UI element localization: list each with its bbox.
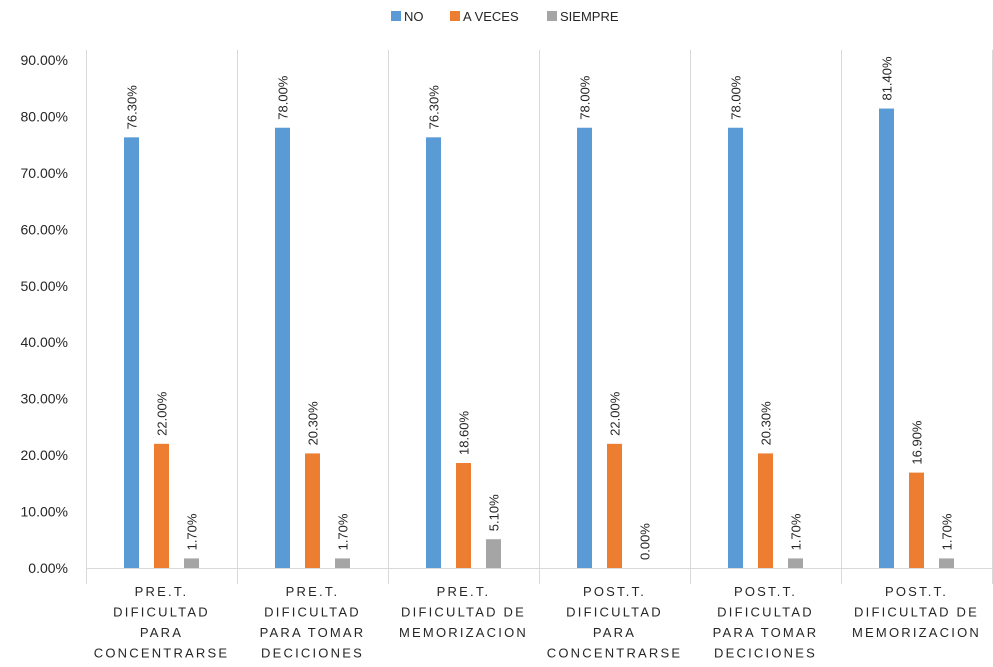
bar-siempre (486, 539, 501, 568)
category-label: DIFICULTAD (113, 605, 210, 620)
y-tick-label: 80.00% (21, 108, 68, 124)
data-label: 20.30% (306, 401, 321, 446)
y-tick-label: 40.00% (21, 334, 68, 350)
x-axis: PRE.T. DIFICULTAD PARA CONCENTRARSE PRE.T. DI… (94, 584, 981, 661)
bar-a-veces (154, 443, 169, 568)
category-label: DECICIONES (261, 646, 364, 661)
bar-no (728, 127, 743, 568)
category-label: PARA TOMAR (260, 625, 366, 640)
legend-label-1: A VECES (463, 9, 519, 24)
legend-label-0: NO (404, 9, 424, 24)
y-tick-label: 60.00% (21, 221, 68, 237)
bar-no (426, 137, 441, 568)
category-label: MEMORIZACION (852, 625, 981, 640)
data-label: 16.90% (910, 420, 925, 465)
bar-no (275, 127, 290, 568)
bars: 76.30% 22.00% 1.70% 78.00% 20.30% 1.70% 76.30%… (124, 56, 955, 568)
data-label: 76.30% (125, 85, 140, 130)
category-label: PARA TOMAR (713, 625, 819, 640)
bar-siempre (788, 558, 803, 568)
legend-swatch-1 (450, 11, 460, 21)
category-label: CONCENTRARSE (94, 646, 229, 661)
data-label: 76.30% (427, 85, 442, 130)
data-label: 22.00% (608, 391, 623, 436)
data-label: 5.10% (487, 494, 502, 531)
bar-siempre (335, 558, 350, 568)
y-tick-label: 70.00% (21, 165, 68, 181)
category-label: PRE.T. (135, 584, 189, 599)
bar-a-veces (607, 443, 622, 568)
bar-siempre (939, 558, 954, 568)
bar-a-veces (305, 453, 320, 568)
legend-swatch-0 (391, 11, 401, 21)
category-label: DIFICULTAD DE (854, 605, 979, 620)
y-tick-label: 50.00% (21, 278, 68, 294)
bar-no (124, 137, 139, 568)
data-label: 1.70% (185, 513, 200, 550)
data-label: 1.70% (336, 513, 351, 550)
category-label: MEMORIZACION (399, 625, 528, 640)
y-tick-label: 90.00% (21, 52, 68, 68)
category-label: PRE.T. (286, 584, 340, 599)
data-label: 78.00% (276, 75, 291, 120)
category-label: POST.T. (734, 584, 797, 599)
data-label: 78.00% (729, 75, 744, 120)
category-label: PARA (140, 625, 183, 640)
legend-swatch-2 (547, 11, 557, 21)
y-tick-label: 30.00% (21, 391, 68, 407)
bar-a-veces (758, 453, 773, 568)
bar-a-veces (456, 463, 471, 568)
legend-label-2: SIEMPRE (560, 9, 619, 24)
data-label: 1.70% (789, 513, 804, 550)
category-label: POST.T. (583, 584, 646, 599)
data-label: 81.40% (880, 56, 895, 101)
y-tick-label: 20.00% (21, 447, 68, 463)
y-tick-label: 10.00% (21, 504, 68, 520)
category-label: PARA (593, 625, 636, 640)
category-label: DIFICULTAD (264, 605, 361, 620)
bar-a-veces (909, 472, 924, 568)
category-label: PRE.T. (437, 584, 491, 599)
category-label: DIFICULTAD (566, 605, 663, 620)
category-label: CONCENTRARSE (547, 646, 682, 661)
data-label: 1.70% (940, 513, 955, 550)
category-separators (86, 50, 993, 584)
data-label: 78.00% (578, 75, 593, 120)
bar-siempre (184, 558, 199, 568)
category-label: DIFICULTAD DE (401, 605, 526, 620)
category-label: DECICIONES (714, 646, 817, 661)
category-label: DIFICULTAD (717, 605, 814, 620)
y-axis: 0.00% 10.00% 20.00% 30.00% 40.00% 50.00% 60.00… (21, 52, 68, 576)
data-label: 18.60% (457, 410, 472, 455)
data-label: 0.00% (638, 523, 653, 560)
data-label: 20.30% (759, 401, 774, 446)
y-tick-label: 0.00% (28, 560, 68, 576)
bar-no (879, 108, 894, 568)
legend: NO A VECES SIEMPRE (391, 9, 619, 24)
category-label: POST.T. (885, 584, 948, 599)
data-label: 22.00% (155, 391, 170, 436)
bar-no (577, 127, 592, 568)
